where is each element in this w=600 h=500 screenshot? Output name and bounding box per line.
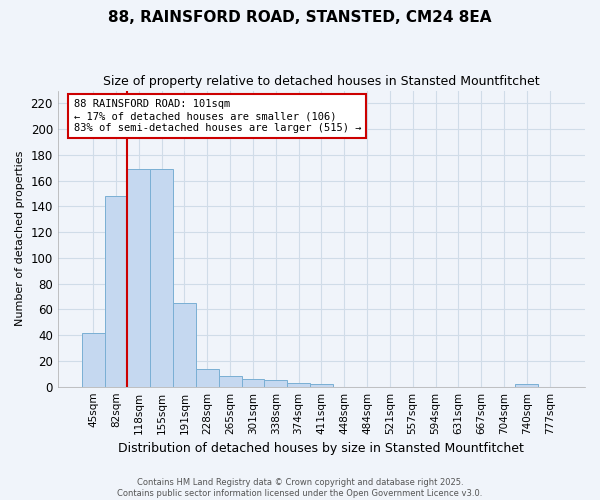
Bar	[218, 376, 242, 386]
Text: Contains HM Land Registry data © Crown copyright and database right 2025.
Contai: Contains HM Land Registry data © Crown c…	[118, 478, 482, 498]
Y-axis label: Number of detached properties: Number of detached properties	[15, 151, 25, 326]
X-axis label: Distribution of detached houses by size in Stansted Mountfitchet: Distribution of detached houses by size …	[118, 442, 524, 455]
Bar	[82, 332, 104, 386]
Title: Size of property relative to detached houses in Stansted Mountfitchet: Size of property relative to detached ho…	[103, 75, 540, 88]
Bar	[265, 380, 287, 386]
Bar	[310, 384, 333, 386]
Bar	[173, 303, 196, 386]
Bar	[104, 196, 127, 386]
Bar	[127, 169, 150, 386]
Bar	[287, 383, 310, 386]
Text: 88 RAINSFORD ROAD: 101sqm
← 17% of detached houses are smaller (106)
83% of semi: 88 RAINSFORD ROAD: 101sqm ← 17% of detac…	[74, 100, 361, 132]
Text: 88, RAINSFORD ROAD, STANSTED, CM24 8EA: 88, RAINSFORD ROAD, STANSTED, CM24 8EA	[108, 10, 492, 25]
Bar	[515, 384, 538, 386]
Bar	[196, 368, 218, 386]
Bar	[150, 169, 173, 386]
Bar	[242, 379, 265, 386]
